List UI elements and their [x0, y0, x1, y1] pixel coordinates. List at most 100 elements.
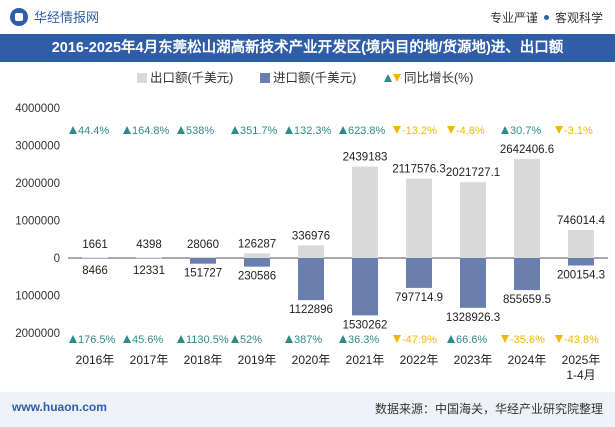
growth-up-triangle-icon [177, 335, 185, 343]
footer-source: 数据来源：中国海关，华经产业研究院整理 [374, 402, 603, 416]
tag-objective: 客观科学 [554, 11, 603, 25]
import-bar [406, 258, 432, 288]
import-bar [514, 258, 540, 291]
import-value-label: 1530262 [343, 319, 388, 331]
import-value-label: 1122896 [289, 304, 333, 316]
import-growth-label: -35.6% [510, 334, 545, 346]
growth-up-triangle-icon [285, 335, 293, 343]
import-bar [298, 258, 324, 301]
import-value-label: 200154.3 [557, 270, 605, 282]
import-growth-label: 176.5% [78, 334, 116, 346]
top-bar: 华经情报网 专业严谨 客观科学 [0, 0, 615, 34]
x-tick-label: 2021年 [346, 353, 385, 367]
growth-up-triangle-icon [123, 335, 131, 343]
export-bar [82, 257, 108, 258]
y-tick-label: 2000000 [15, 328, 60, 340]
growth-down-triangle-icon [501, 335, 509, 343]
brand: 华经情报网 [10, 7, 99, 26]
growth-up-triangle-icon [177, 126, 185, 134]
growth-up-triangle-icon [447, 335, 455, 343]
dot-icon [543, 15, 549, 20]
x-tick-label: 2022年 [400, 353, 439, 367]
import-growth-label: 52% [240, 334, 262, 346]
export-bar [136, 257, 162, 258]
export-growth-label: 351.7% [240, 125, 278, 137]
tag-professional: 专业严谨 [489, 11, 538, 25]
export-value-label: 2642406.6 [500, 144, 554, 156]
growth-up-triangle-icon [69, 126, 77, 134]
growth-down-triangle-icon [393, 126, 401, 134]
legend-up-triangle-icon [384, 74, 392, 82]
growth-up-triangle-icon [339, 335, 347, 343]
logo-icon [10, 7, 28, 26]
x-tick-label: 2023年 [454, 353, 493, 367]
import-bar [244, 258, 270, 267]
import-bar [82, 258, 108, 259]
export-growth-label: -13.2% [402, 125, 437, 137]
x-tick-label: 2018年 [184, 353, 223, 367]
x-tick-label: 2020年 [292, 353, 331, 367]
legend-growth-label: 同比增长(%) [404, 70, 473, 85]
growth-up-triangle-icon [501, 126, 509, 134]
export-growth-label: 132.3% [294, 125, 332, 137]
import-value-label: 151727 [184, 268, 222, 280]
legend-down-triangle-icon [393, 74, 401, 82]
export-growth-label: -3.1% [564, 125, 593, 137]
import-growth-label: 66.6% [456, 334, 487, 346]
export-bar [406, 178, 432, 258]
export-growth-label: 44.4% [78, 125, 109, 137]
export-growth-label: 538% [186, 125, 214, 137]
import-value-label: 12331 [133, 265, 165, 277]
growth-down-triangle-icon [447, 126, 455, 134]
export-growth-label: 30.7% [510, 125, 541, 137]
export-bar [514, 158, 540, 258]
growth-down-triangle-icon [555, 335, 563, 343]
export-value-label: 1661 [82, 239, 108, 251]
growth-down-triangle-icon [393, 335, 401, 343]
export-growth-label: 623.8% [348, 125, 386, 137]
x-tick-label: 2017年 [130, 353, 169, 367]
import-value-label: 797714.9 [395, 292, 443, 304]
x-tick-label: 2024年 [508, 353, 547, 367]
export-value-label: 2439183 [343, 152, 388, 164]
growth-up-triangle-icon [69, 335, 77, 343]
import-growth-label: 36.3% [348, 334, 379, 346]
export-value-label: 4398 [136, 239, 162, 251]
import-bar [460, 258, 486, 308]
legend-import-swatch [260, 73, 270, 83]
y-tick-label: 4000000 [15, 103, 60, 115]
x-tick-label: 2016年 [76, 353, 115, 367]
import-bar [568, 258, 594, 266]
chart-title: 2016-2025年4月东莞松山湖高新技术产业开发区(境内目的地/货源地)进、出… [0, 34, 615, 62]
import-growth-label: 387% [294, 334, 322, 346]
import-growth-label: 1130.5% [186, 334, 229, 346]
chart: 出口额(千美元) 进口额(千美元) 同比增长(%) 4000000 3000000 200… [15, 70, 608, 382]
growth-up-triangle-icon [231, 126, 239, 134]
growth-up-triangle-icon [285, 126, 293, 134]
y-tick-label: 1000000 [15, 291, 60, 303]
y-tick-label: 3000000 [15, 141, 60, 153]
tagline: 专业严谨 客观科学 [490, 9, 603, 26]
footer-site[interactable]: www.huaon.com [12, 400, 107, 414]
legend-export-swatch [137, 73, 147, 83]
export-value-label: 336976 [292, 230, 330, 242]
y-tick-label: 1000000 [15, 216, 60, 228]
legend-import-label: 进口额(千美元) [273, 71, 356, 85]
x-tick-label: 1-4月 [566, 368, 595, 382]
export-bar [190, 256, 216, 258]
y-tick-label: 2000000 [15, 178, 60, 190]
export-growth-label: -4.8% [456, 125, 485, 137]
import-growth-label: -47.9% [402, 334, 437, 346]
growth-up-triangle-icon [123, 126, 131, 134]
x-tick-label: 2019年 [238, 353, 277, 367]
export-bar [244, 253, 270, 258]
import-bar [136, 258, 162, 259]
export-value-label: 746014.4 [557, 215, 606, 227]
legend-export-label: 出口额(千美元) [150, 71, 233, 85]
export-bar [352, 166, 378, 258]
growth-up-triangle-icon [231, 335, 239, 343]
growth-down-triangle-icon [555, 126, 563, 134]
export-bar [298, 245, 324, 258]
y-tick-label: 0 [54, 253, 60, 265]
import-value-label: 1328926.3 [446, 312, 500, 324]
